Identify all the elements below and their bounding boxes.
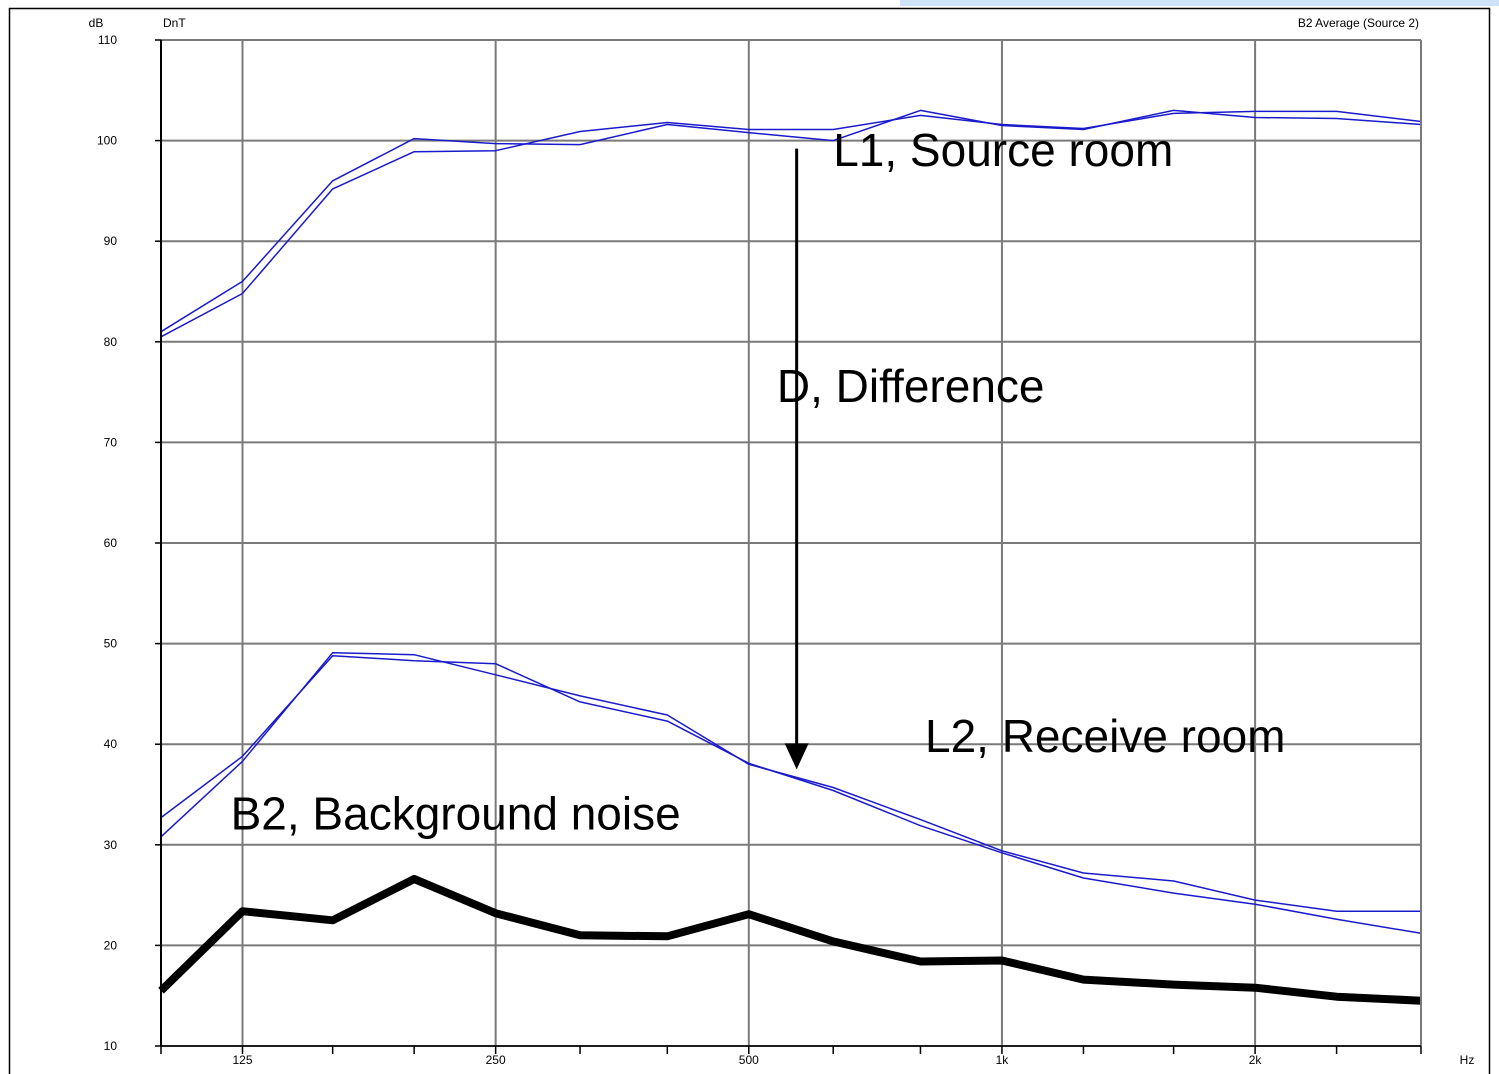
x-tick-label-250: 250 <box>486 1053 506 1067</box>
y-tick-label-10: 10 <box>104 1039 118 1053</box>
annotation-difference: D, Difference <box>777 360 1045 412</box>
y-tick-label-70: 70 <box>104 435 118 449</box>
series-lines <box>158 109 1422 1005</box>
annotation-receive_room: L2, Receive room <box>925 710 1286 762</box>
y-tick-label-60: 60 <box>104 536 118 550</box>
series-line-b2 <box>158 875 1422 1005</box>
parameter-label: DnT <box>163 16 186 30</box>
series-line-l1b <box>160 110 1422 338</box>
x-tick-label-1k: 1k <box>996 1053 1010 1067</box>
annotation-background_noise: B2, Background noise <box>231 788 681 840</box>
y-tick-label-30: 30 <box>104 838 118 852</box>
outer-border <box>8 7 1491 1074</box>
y-tick-label-110: 110 <box>98 33 117 47</box>
annotation-source_room: L1, Source room <box>833 124 1173 176</box>
x-axis-label: Hz <box>1460 1053 1475 1067</box>
y-tick-label-50: 50 <box>104 637 118 651</box>
y-unit-label: dB <box>89 16 104 30</box>
y-tick-label-40: 40 <box>104 737 118 751</box>
annotations: L1, Source room D, Difference L2, Receive … <box>231 124 1286 840</box>
y-tick-label-100: 100 <box>97 134 117 148</box>
chart-title: B2 Average (Source 2) <box>1298 16 1419 30</box>
x-tick-label-500: 500 <box>739 1053 759 1067</box>
y-tick-label-80: 80 <box>104 335 118 349</box>
series-line-l2a <box>160 654 1422 935</box>
difference-arrow-head <box>784 743 809 770</box>
x-tick-label-125: 125 <box>232 1053 252 1067</box>
y-tick-label-90: 90 <box>104 234 118 248</box>
series-line-l1a <box>160 109 1422 333</box>
x-tick-label-2k: 2k <box>1249 1053 1263 1067</box>
series-line-l2b <box>160 651 1421 912</box>
axes: 10 20 30 40 50 60 70 80 90 100 110 125 250 500 1k 2k <box>97 33 1422 1067</box>
y-tick-label-20: 20 <box>104 938 118 952</box>
